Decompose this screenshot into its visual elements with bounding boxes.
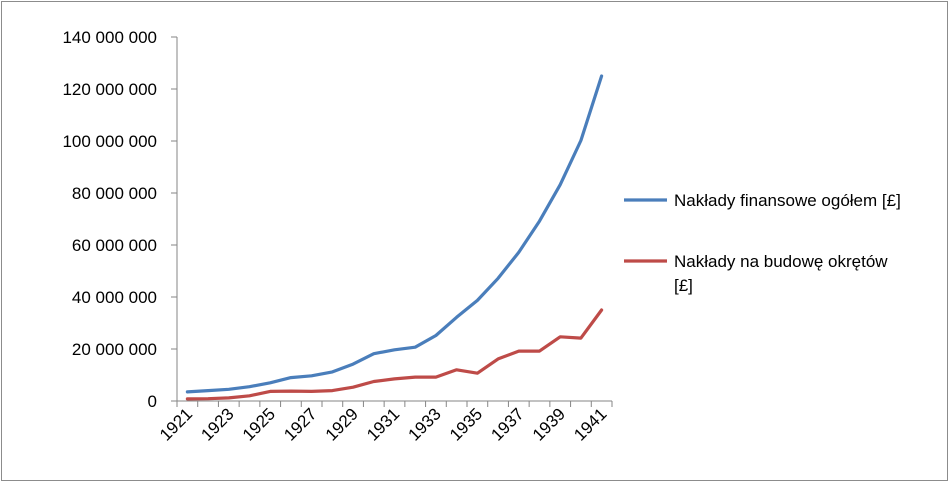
x-tick-label: 1923: [197, 404, 237, 444]
y-tick-label: 60 000 000: [72, 236, 157, 255]
x-tick-label: 1937: [487, 404, 527, 444]
x-tick-label: 1921: [156, 404, 196, 444]
y-tick-label: 20 000 000: [72, 340, 157, 359]
y-tick-label: 40 000 000: [72, 288, 157, 307]
y-tick-label: 0: [148, 392, 157, 411]
y-tick-label: 80 000 000: [72, 184, 157, 203]
x-tick-label: 1935: [446, 404, 486, 444]
x-tick-label: 1927: [280, 404, 320, 444]
legend-label-2: [£]: [674, 276, 693, 295]
x-axis: 1921 1923 1925 1927 1929 1931 1933 1935 1937 1939…: [156, 400, 613, 445]
legend-label-2: Nakłady na budowę okrętów: [674, 252, 888, 271]
x-tick-label: 1931: [363, 404, 403, 444]
series-layer: [185, 74, 604, 401]
y-axis: 0 20 000 000 40 000 000 60 000 000 80 000 00…: [62, 28, 178, 411]
legend-label-1: Nakłady finansowe ogółem [£]: [674, 191, 901, 210]
y-tick-label: 100 000 000: [62, 132, 157, 151]
y-tick-label: 120 000 000: [62, 80, 157, 99]
legend: Nakłady finansowe ogółem [£] Nakłady na b…: [624, 191, 901, 295]
x-tick-label: 1941: [570, 404, 610, 444]
x-tick-label: 1933: [405, 404, 445, 444]
x-tick-label: 1925: [239, 404, 279, 444]
series-line-1: [185, 74, 604, 394]
x-tick-label: 1939: [529, 404, 569, 444]
x-tick-label: 1929: [322, 404, 362, 444]
series-line-2: [185, 308, 604, 401]
y-tick-label: 140 000 000: [62, 28, 157, 47]
